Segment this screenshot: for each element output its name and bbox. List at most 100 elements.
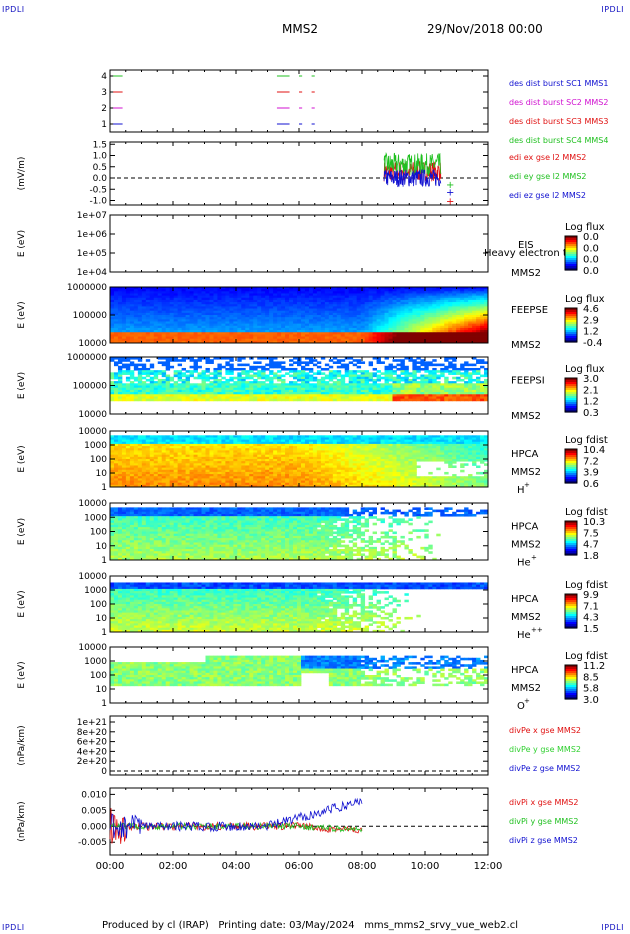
feepsi-spectrogram-cell <box>153 396 159 400</box>
feepsi-spectrogram-cell <box>261 376 266 380</box>
feepse-spectrogram-cell <box>476 308 481 312</box>
hpca-h-spectrogram-cell <box>189 456 194 460</box>
feepsi-spectrogram-cell <box>205 398 210 402</box>
feepsi-spectrogram-cell <box>392 359 397 362</box>
feepsi-spectrogram-cell <box>436 383 441 386</box>
feepse-spectrogram-cell <box>332 332 338 335</box>
feepsi-spectrogram-cell <box>145 394 151 397</box>
feepse-spectrogram-cell <box>328 289 334 292</box>
feepsi-cbar-frame <box>564 377 578 413</box>
feepse-spectrogram-cell <box>340 319 346 322</box>
feepsi-spectrogram-cell <box>300 389 306 393</box>
feepsi-spectrogram-cell <box>121 392 127 395</box>
feepse-spectrogram-cell <box>332 317 338 320</box>
feepse-spectrogram-cell <box>169 293 175 297</box>
feepse-spectrogram-cell <box>110 299 115 303</box>
feepse-spectrogram-cell <box>388 291 393 294</box>
feepse-spectrogram-cell <box>308 302 314 305</box>
feepse-spectrogram-cell <box>432 332 437 335</box>
feepse-spectrogram-cell <box>225 312 230 316</box>
feepse-spectrogram-cell <box>420 325 425 329</box>
feepsi-spectrogram-cell <box>324 367 330 371</box>
hpca-h-spectrogram-cell <box>165 469 171 473</box>
hpca-h-spectrogram-cell <box>117 435 123 438</box>
eis-cbar-step <box>565 256 577 259</box>
feepse-spectrogram-cell <box>201 289 206 292</box>
feepse-spectrogram-cell <box>320 308 326 312</box>
feepse-spectrogram-cell <box>444 287 449 290</box>
feepse-spectrogram-cell <box>364 293 370 297</box>
feepse-spectrogram-cell <box>380 289 385 292</box>
feepse-spectrogram-cell <box>448 340 453 344</box>
feepse-spectrogram-cell <box>308 295 314 299</box>
feepsi-spectrogram-cell <box>368 363 374 367</box>
feepse-spectrogram-cell <box>348 306 354 309</box>
edi-panel-ytick-label: -1.0 <box>89 197 107 207</box>
feepse-spectrogram-cell <box>117 299 123 303</box>
feepsi-spectrogram-cell <box>289 359 294 362</box>
feepse-spectrogram-cell <box>368 304 374 307</box>
feepsi-spectrogram-cell <box>277 385 282 389</box>
feepse-spectrogram-cell <box>456 325 461 329</box>
hpca-h-spectrogram-cell <box>181 448 186 451</box>
feepsi-spectrogram-cell <box>412 365 417 369</box>
feepsi-spectrogram-cell <box>368 389 374 393</box>
feepsi-spectrogram-cell <box>304 392 310 395</box>
feepse-spectrogram-cell <box>201 323 206 327</box>
feepse-spectrogram-cell <box>213 312 218 316</box>
feepse-spectrogram-cell <box>436 325 441 329</box>
feepsi-spectrogram-cell <box>464 383 469 386</box>
feepse-spectrogram-cell <box>300 287 306 290</box>
feepse-spectrogram-cell <box>460 310 465 314</box>
feepse-spectrogram-cell <box>388 289 393 292</box>
feepsi-spectrogram-cell <box>141 376 147 380</box>
feepse-spectrogram-cell <box>456 321 461 325</box>
feepse-spectrogram-cell <box>165 308 171 312</box>
feepse-spectrogram-cell <box>396 293 401 297</box>
feepsi-spectrogram-cell <box>428 374 433 378</box>
feepse-spectrogram-cell <box>149 317 155 320</box>
feepse-spectrogram-cell <box>436 302 441 305</box>
feepsi-spectrogram-cell <box>273 363 278 367</box>
feepsi-spectrogram-cell <box>141 365 147 369</box>
feepse-spectrogram-cell <box>432 321 437 325</box>
feepsi-spectrogram-cell <box>213 385 218 389</box>
feepsi-spectrogram-cell <box>245 374 250 378</box>
feepse-spectrogram-cell <box>269 304 274 307</box>
feepse-spectrogram-cell <box>217 327 222 331</box>
feepse-spectrogram-cell <box>400 299 405 303</box>
feepse-spectrogram-cell <box>277 302 282 305</box>
feepsi-spectrogram-cell <box>480 365 485 369</box>
hpca-h-spectrogram-cell <box>181 463 186 466</box>
feepsi-spectrogram-cell <box>388 363 393 367</box>
feepsi-spectrogram-cell <box>269 396 274 400</box>
feepse-spectrogram-cell <box>384 302 389 305</box>
hpca-h-spectrogram-cell <box>165 484 171 488</box>
feepse-spectrogram-cell <box>273 306 278 309</box>
feepse-spectrogram-cell <box>480 332 485 335</box>
hpca-h-spectrogram-cell <box>153 474 159 477</box>
feepse-spectrogram-cell <box>308 310 314 314</box>
feepse-spectrogram-cell <box>121 291 127 294</box>
feepse-spectrogram-cell <box>444 327 449 331</box>
feepse-spectrogram-cell <box>356 287 362 290</box>
feepsi-spectrogram-cell <box>372 357 377 360</box>
feepsi-spectrogram-cell <box>300 396 306 400</box>
feepse-spectrogram-cell <box>340 287 346 290</box>
feepse-spectrogram-cell <box>424 327 429 331</box>
feepsi-spectrogram-cell <box>448 387 453 391</box>
feepsi-spectrogram-cell <box>253 398 258 402</box>
hpca-h-spectrogram-cell <box>129 456 135 460</box>
feepse-spectrogram-cell <box>404 330 409 333</box>
feepsi-spectrogram-cell <box>249 374 254 378</box>
feepse-spectrogram-cell <box>420 302 425 305</box>
feepsi-spectrogram-cell <box>344 389 350 393</box>
feepsi-spectrogram-cell <box>360 398 366 402</box>
feepsi-spectrogram-cell <box>117 385 123 389</box>
feepsi-spectrogram-cell <box>392 385 397 389</box>
feepse-spectrogram-cell <box>408 306 413 309</box>
feepse-spectrogram-cell <box>328 306 334 309</box>
feepse-spectrogram-cell <box>193 295 198 299</box>
feepsi-spectrogram-cell <box>249 396 254 400</box>
feepsi-spectrogram-cell <box>237 381 242 384</box>
